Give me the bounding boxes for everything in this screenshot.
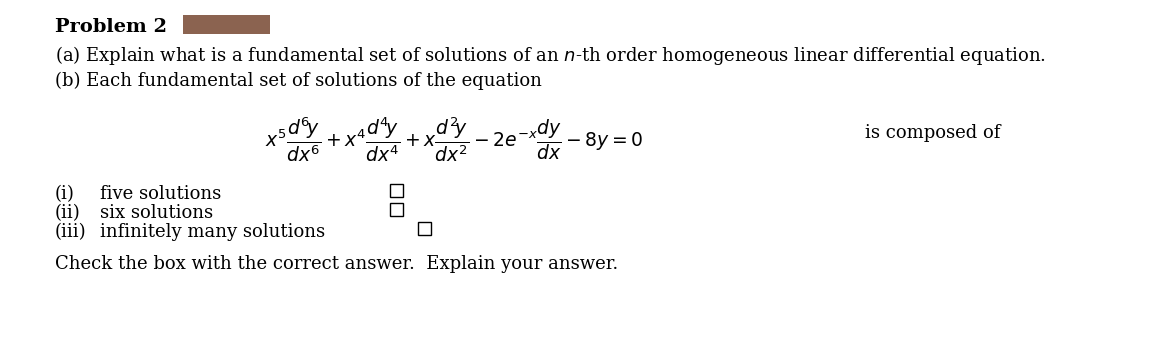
Text: (b) Each fundamental set of solutions of the equation: (b) Each fundamental set of solutions of…	[55, 72, 542, 90]
Text: is composed of: is composed of	[865, 124, 1000, 142]
Text: Check the box with the correct answer.  Explain your answer.: Check the box with the correct answer. E…	[55, 255, 618, 273]
Text: Problem 2: Problem 2	[55, 18, 167, 36]
Bar	[390, 184, 402, 197]
Text: infinitely many solutions: infinitely many solutions	[99, 223, 325, 241]
Bar	[390, 203, 402, 216]
Text: (iii): (iii)	[55, 223, 87, 241]
Text: $x^5\dfrac{d^6\!y}{dx^6} + x^4\dfrac{d^4\!y}{dx^4} + x\dfrac{d^2\!y}{dx^2} - 2e^: $x^5\dfrac{d^6\!y}{dx^6} + x^4\dfrac{d^4…	[264, 115, 644, 164]
Text: (i): (i)	[55, 185, 75, 203]
Text: (ii): (ii)	[55, 204, 81, 222]
Text: (a) Explain what is a fundamental set of solutions of an $n$-th order homogeneou: (a) Explain what is a fundamental set of…	[55, 44, 1046, 67]
Bar	[418, 222, 431, 235]
Text: five solutions: five solutions	[99, 185, 221, 203]
Text: six solutions: six solutions	[99, 204, 213, 222]
Bar	[183, 15, 270, 34]
